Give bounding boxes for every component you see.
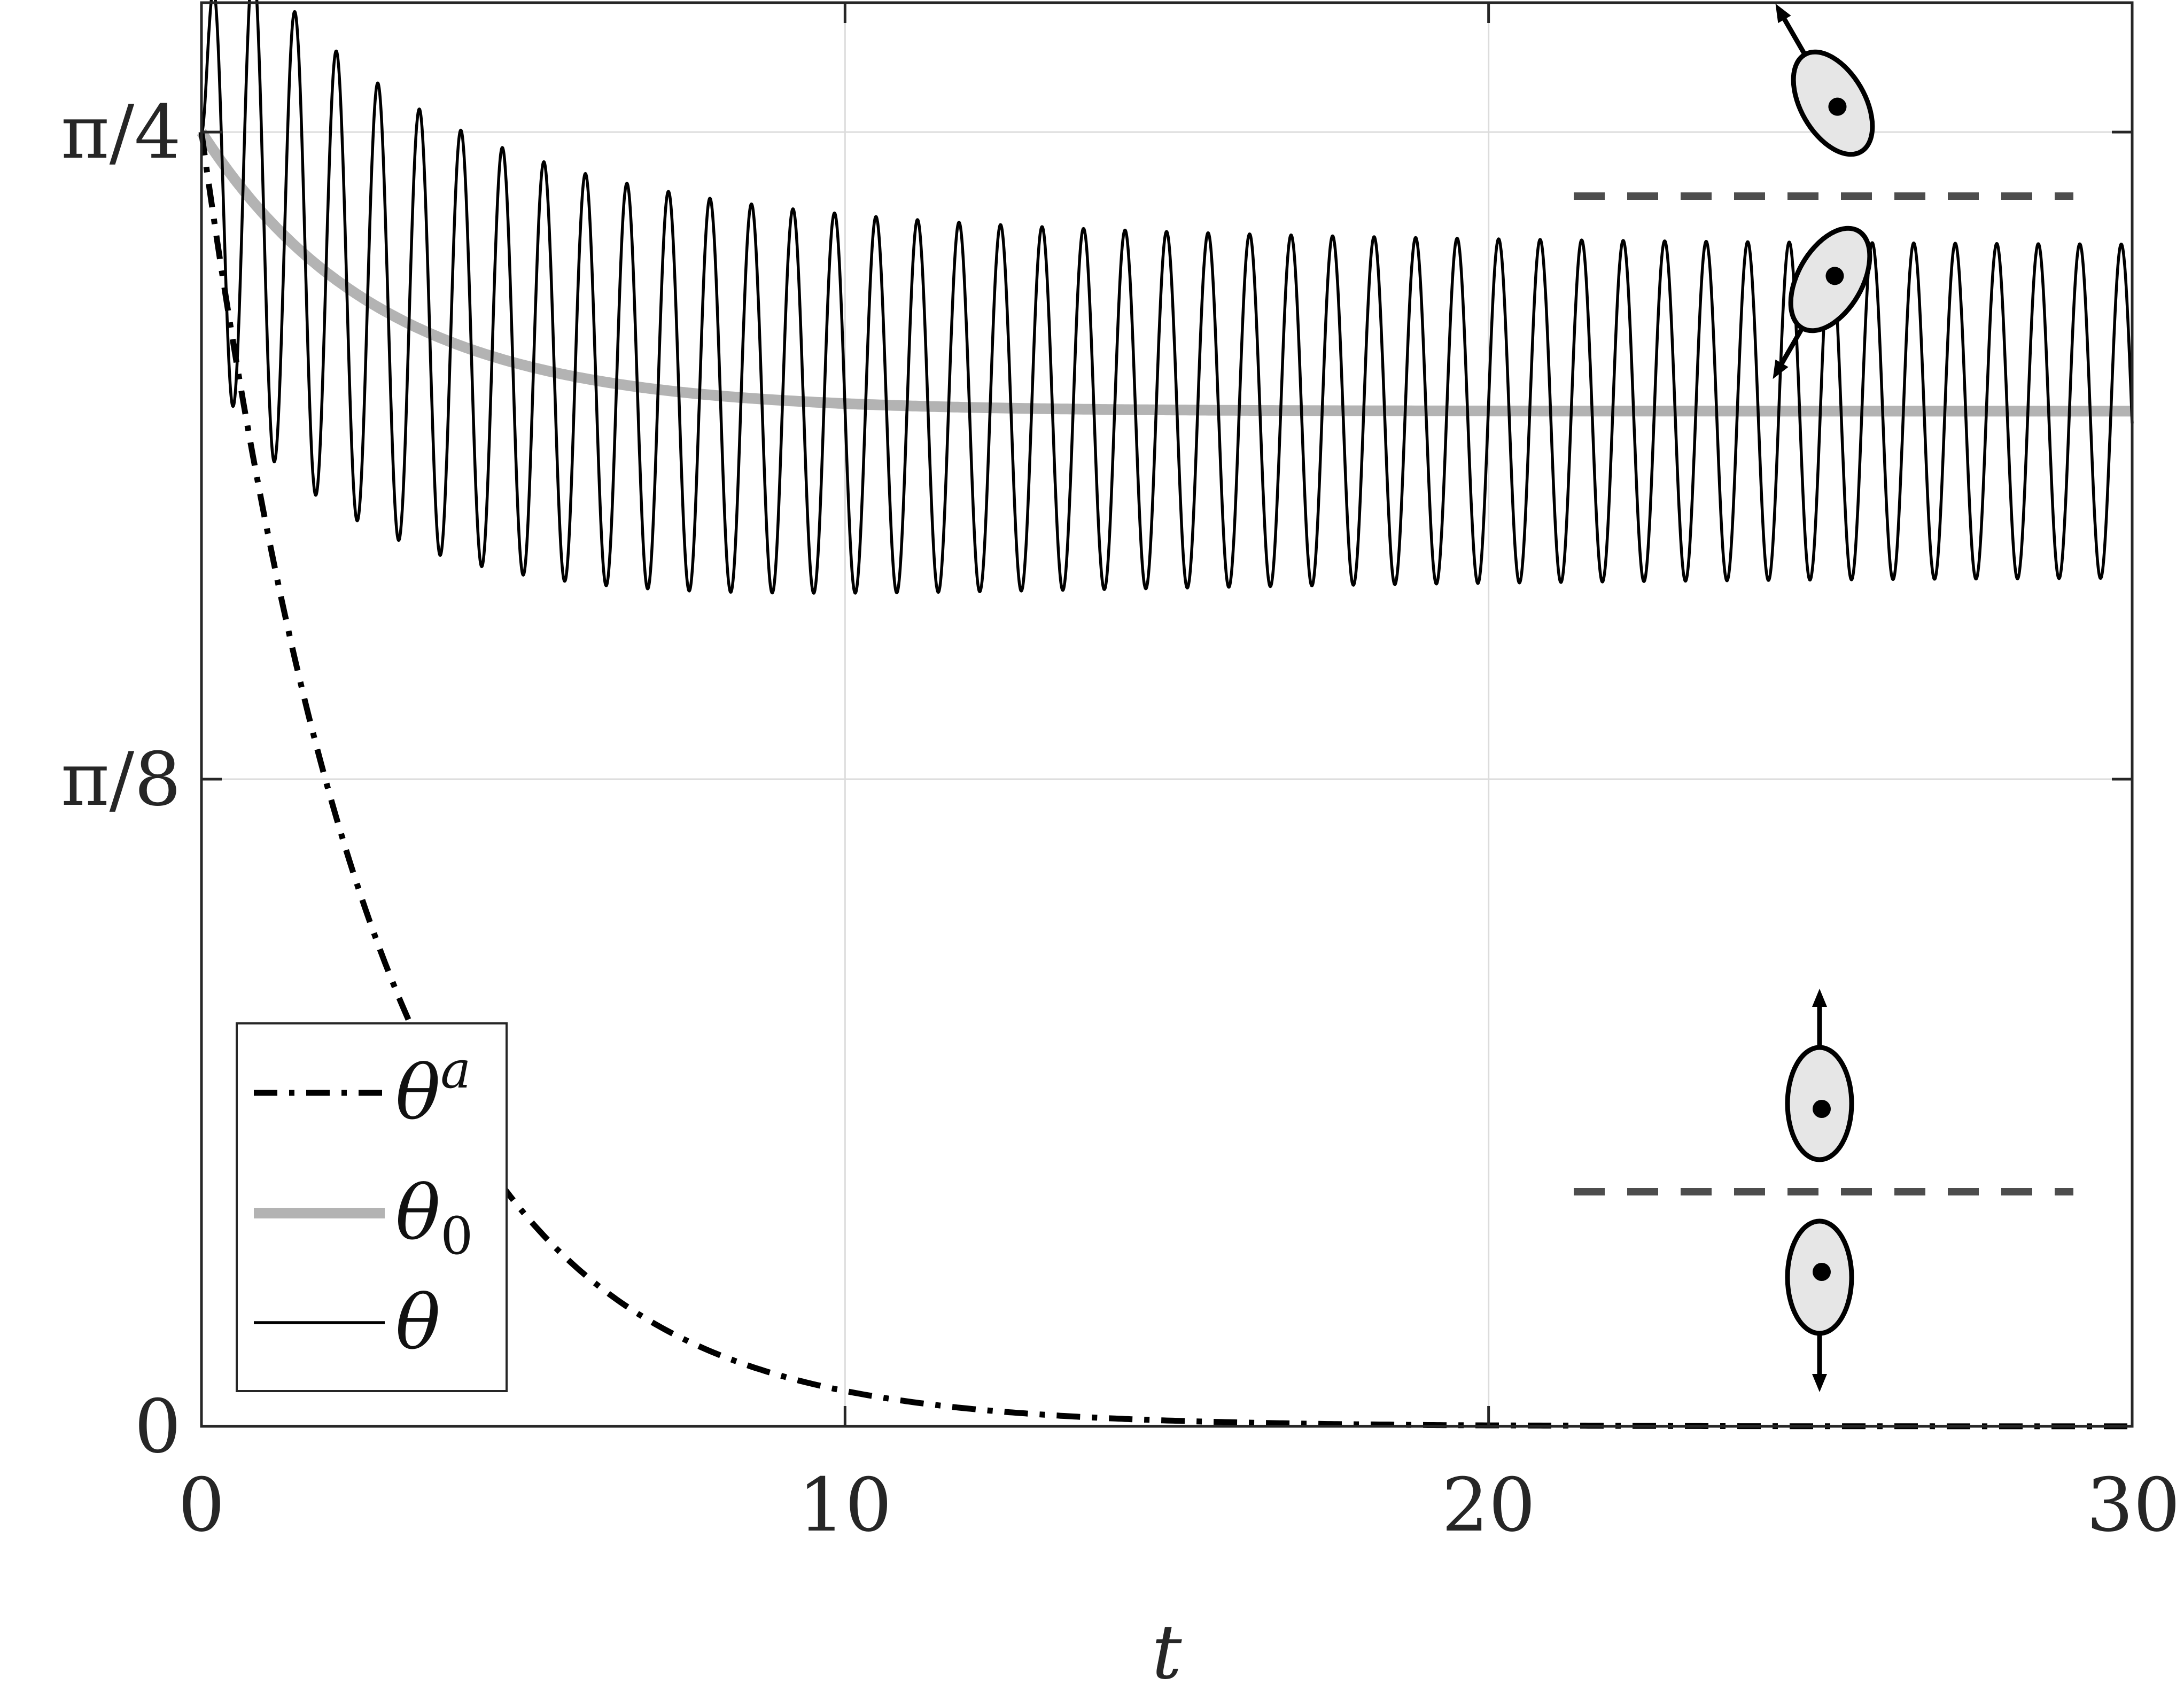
plot-frame [200, 1, 2134, 1428]
arrow [1773, 359, 1789, 379]
arrow-head [1812, 1374, 1827, 1392]
series-line-theta [200, 0, 2134, 595]
arrow-head [1775, 3, 1791, 24]
tick-labels: 0 10 20 30 0 π/8 π/4 [61, 89, 2180, 1548]
legend-label: θ [395, 1279, 440, 1366]
body [1785, 989, 1854, 1162]
x-tick-label: 0 [178, 1462, 225, 1548]
arrow [1775, 3, 1791, 24]
body-dot [1813, 1263, 1831, 1281]
body-dot [1813, 1100, 1831, 1118]
x-axis-title: t [1152, 1609, 1182, 1693]
legend-sup: a [440, 1040, 471, 1100]
annotations [1574, 3, 2073, 1392]
body [1773, 226, 1872, 379]
y-tick-label: π/4 [61, 89, 181, 175]
annotation-vertical-pair [1574, 989, 2073, 1392]
annotation-tilted-pair [1574, 3, 2073, 379]
arrow [1812, 1374, 1827, 1392]
arrow [1812, 989, 1827, 1007]
legend-sub: 0 [440, 1206, 473, 1266]
x-tick-label: 20 [1442, 1462, 1536, 1548]
arrow-head [1773, 359, 1789, 379]
arrow-head [1812, 989, 1827, 1007]
series-line-theta-0 [197, 129, 2132, 417]
body [1775, 3, 1875, 157]
x-tick-label: 30 [2086, 1462, 2180, 1548]
y-tick-label: π/8 [61, 736, 181, 822]
axis-ticks [200, 3, 2134, 1428]
legend-box [236, 1022, 508, 1392]
legend-label: θa [395, 1040, 471, 1137]
grid-lines [201, 3, 2132, 1426]
body [1785, 1218, 1854, 1392]
x-tick-label: 10 [798, 1462, 892, 1548]
body-dot [1828, 97, 1847, 116]
body-dot [1825, 267, 1844, 285]
y-tick-label: 0 [134, 1384, 181, 1470]
